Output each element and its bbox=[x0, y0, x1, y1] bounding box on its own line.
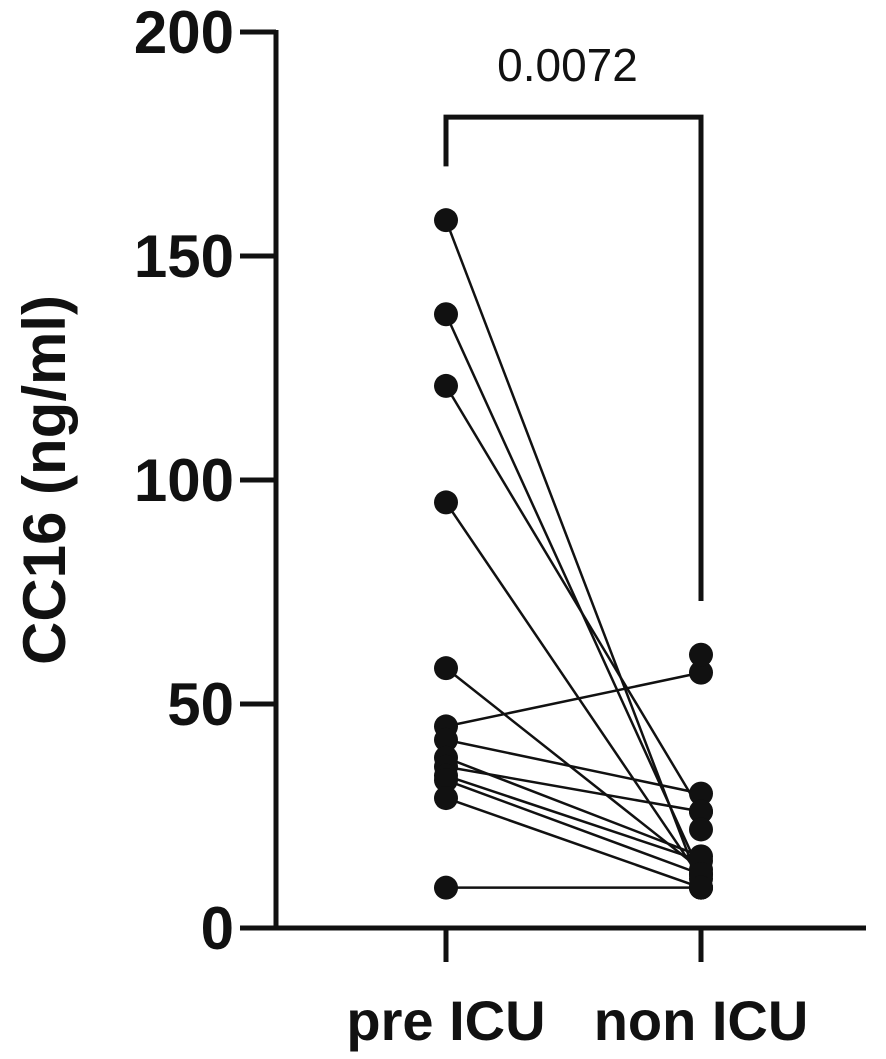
point-pre-1 bbox=[434, 302, 458, 327]
data-points bbox=[434, 208, 713, 900]
point-pre-11 bbox=[434, 786, 458, 811]
pair-line-0 bbox=[444, 219, 703, 889]
pair-line-5 bbox=[445, 671, 702, 728]
pair-line-3 bbox=[444, 501, 703, 880]
axes bbox=[273, 30, 866, 962]
point-pre-4 bbox=[434, 656, 458, 681]
point-post-5 bbox=[689, 660, 713, 685]
pair-line-8 bbox=[445, 765, 702, 813]
point-pre-12 bbox=[434, 875, 458, 900]
point-extra-1 bbox=[689, 817, 713, 842]
pair-lines bbox=[444, 219, 703, 889]
pair-line-2 bbox=[444, 385, 703, 813]
category-labels: pre ICU non ICU bbox=[346, 989, 808, 1052]
y-tick-label-200: 200 bbox=[134, 0, 234, 66]
p-value-label: 0.0072 bbox=[497, 39, 638, 91]
point-post-12 bbox=[689, 875, 713, 900]
bracket-line bbox=[443, 114, 704, 601]
point-pre-2 bbox=[434, 373, 458, 398]
point-extra-0 bbox=[689, 642, 713, 667]
point-pre-10 bbox=[434, 768, 458, 793]
y-axis-title: CC16 (ng/ml) bbox=[11, 295, 78, 665]
pair-line-9 bbox=[445, 774, 702, 862]
point-pre-0 bbox=[434, 208, 458, 233]
pair-line-1 bbox=[444, 313, 703, 875]
category-label-1: non ICU bbox=[594, 989, 809, 1052]
y-tick-label-0: 0 bbox=[201, 895, 234, 962]
point-post-8 bbox=[689, 799, 713, 824]
point-post-6 bbox=[689, 781, 713, 806]
y-tick-label-50: 50 bbox=[167, 671, 234, 738]
category-label-0: pre ICU bbox=[346, 989, 545, 1052]
pair-line-10 bbox=[445, 778, 702, 876]
y-tick-label-100: 100 bbox=[134, 447, 234, 514]
significance-bracket: 0.0072 bbox=[443, 39, 704, 601]
y-ticks: 0 50 100 150 200 bbox=[134, 0, 276, 962]
y-tick-label-150: 150 bbox=[134, 223, 234, 290]
pair-line-4 bbox=[445, 667, 702, 871]
point-pre-3 bbox=[434, 490, 458, 515]
pair-line-6 bbox=[445, 738, 702, 795]
pair-line-11 bbox=[445, 796, 702, 889]
point-pre-6 bbox=[434, 727, 458, 752]
